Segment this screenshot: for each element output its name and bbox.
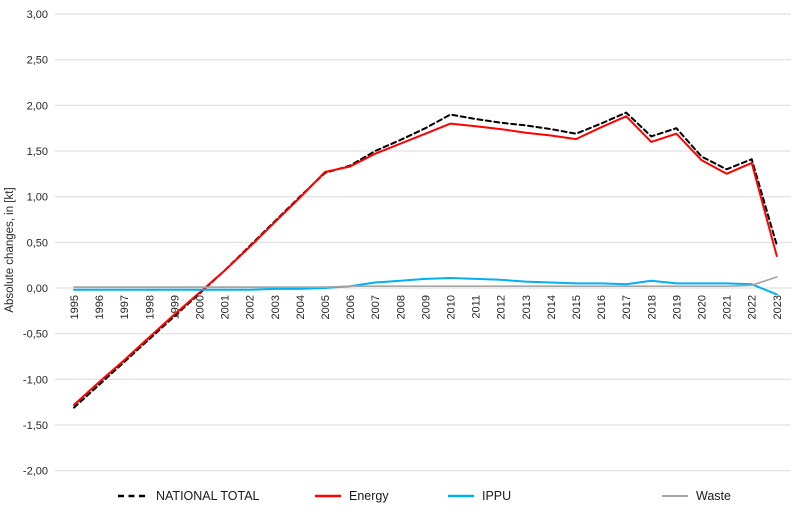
svg-text:2002: 2002 (245, 295, 257, 319)
y-axis-tick-label: 0,00 (27, 283, 48, 295)
svg-text:1998: 1998 (144, 295, 156, 319)
y-axis-tick-label: -1,50 (23, 420, 48, 432)
legend-item-national-total[interactable]: NATIONAL TOTAL (117, 487, 260, 505)
x-axis-tick-label: 2011 (471, 295, 483, 319)
svg-text:2010: 2010 (446, 295, 458, 319)
svg-text:2009: 2009 (420, 295, 432, 319)
x-axis: 1995 1996 1997 1998 1999 2000 2001 2002 2003 2004… (69, 295, 784, 319)
svg-text:1996: 1996 (94, 295, 106, 319)
x-axis-tick-label: 2021 (722, 295, 734, 319)
x-axis-tick-label: 2005 (320, 295, 332, 319)
y-axis-title-text: Absolute changes, in [kt] (4, 187, 16, 312)
svg-text:2023: 2023 (772, 295, 784, 319)
svg-text:2003: 2003 (270, 295, 282, 319)
svg-text:2008: 2008 (395, 295, 407, 319)
svg-text:2012: 2012 (496, 295, 508, 319)
chart-canvas: 3,00 2,50 2,00 1,50 1,00 0,50 0,00 -0,50 -1,00 -1… (4, 9, 791, 478)
legend-item-ippu[interactable]: IPPU (447, 487, 511, 505)
chart-legend: NATIONAL TOTAL Energy IPPU Waste (0, 487, 800, 511)
x-axis-tick-label: 1996 (94, 295, 106, 319)
svg-text:2013: 2013 (521, 295, 533, 319)
solid-line-marker-icon (662, 495, 688, 497)
legend-label-waste: Waste (696, 489, 731, 503)
svg-text:2016: 2016 (596, 295, 608, 319)
dashed-line-marker-icon (118, 494, 148, 498)
x-axis-tick-label: 2001 (220, 295, 232, 319)
svg-text:2006: 2006 (345, 295, 357, 319)
x-axis-tick-label: 2014 (546, 295, 558, 319)
legend-item-waste[interactable]: Waste (661, 487, 731, 505)
svg-text:2000: 2000 (195, 295, 207, 319)
svg-text:2005: 2005 (320, 295, 332, 319)
legend-label-ippu: IPPU (482, 489, 512, 503)
svg-text:2019: 2019 (671, 295, 683, 319)
x-axis-tick-label: 2009 (420, 295, 432, 319)
x-axis-tick-label: 1995 (69, 295, 81, 319)
x-axis-tick-label: 2012 (496, 295, 508, 319)
y-axis-tick-label: 0,50 (27, 237, 48, 249)
svg-text:1995: 1995 (69, 295, 81, 319)
svg-text:2004: 2004 (295, 295, 307, 319)
gridlines (55, 13, 791, 472)
y-axis-tick-label: 1,50 (27, 146, 48, 158)
x-axis-tick-label: 2018 (646, 295, 658, 319)
x-axis-tick-label: 2008 (395, 295, 407, 319)
svg-text:2007: 2007 (370, 295, 382, 319)
x-axis-tick-label: 2003 (270, 295, 282, 319)
x-axis-tick-label: 2020 (697, 295, 709, 319)
svg-text:2021: 2021 (722, 295, 734, 319)
series-lines (73, 111, 778, 409)
y-axis-tick-label: 1,00 (27, 192, 48, 204)
x-axis-tick-label: 2013 (521, 295, 533, 319)
svg-text:2011: 2011 (471, 295, 483, 319)
x-axis-tick-label: 1997 (119, 295, 131, 319)
x-axis-tick-label: 2010 (446, 295, 458, 319)
svg-text:2015: 2015 (571, 295, 583, 319)
svg-text:2020: 2020 (697, 295, 709, 319)
y-axis-tick-label: 2,50 (27, 55, 48, 67)
x-axis-tick-label: 2002 (245, 295, 257, 319)
svg-text:2001: 2001 (220, 295, 232, 319)
svg-text:2014: 2014 (546, 295, 558, 319)
svg-text:2022: 2022 (747, 295, 759, 319)
x-axis-tick-label: 2004 (295, 295, 307, 319)
series-line-ippu (73, 277, 778, 296)
svg-text:1997: 1997 (119, 295, 131, 319)
x-axis-tick-label: 2016 (596, 295, 608, 319)
x-axis-tick-label: 2000 (195, 295, 207, 319)
x-axis-tick-label: 2015 (571, 295, 583, 319)
y-axis-tick-label: 3,00 (27, 9, 48, 21)
y-axis-tick-label: -0,50 (23, 329, 48, 341)
solid-line-marker-icon (448, 494, 474, 498)
series-line-waste (73, 276, 778, 288)
series-line-national-total (73, 111, 778, 409)
svg-text:2018: 2018 (646, 295, 658, 319)
svg-text:2017: 2017 (621, 295, 633, 319)
legend-label-national-total: NATIONAL TOTAL (156, 489, 260, 503)
y-axis-tick-label: 2,00 (27, 100, 48, 112)
y-axis-tick-label: -1,00 (23, 374, 48, 386)
x-axis-tick-label: 2022 (747, 295, 759, 319)
y-axis-title: Absolute changes, in [kt] (4, 187, 16, 312)
x-axis-tick-label: 2007 (370, 295, 382, 319)
x-axis-tick-label: 2019 (671, 295, 683, 319)
x-axis-tick-label: 2023 (772, 295, 784, 319)
legend-item-energy[interactable]: Energy (314, 487, 389, 505)
y-axis-tick-label: -2,00 (23, 466, 48, 478)
x-axis-tick-label: 2017 (621, 295, 633, 319)
legend-label-energy: Energy (349, 489, 389, 503)
x-axis-tick-label: 1998 (144, 295, 156, 319)
y-axis: 3,00 2,50 2,00 1,50 1,00 0,50 0,00 -0,50 -1,00 -1… (23, 9, 48, 478)
x-axis-tick-label: 2006 (345, 295, 357, 319)
solid-line-marker-icon (315, 494, 341, 498)
series-line-energy (73, 115, 778, 406)
